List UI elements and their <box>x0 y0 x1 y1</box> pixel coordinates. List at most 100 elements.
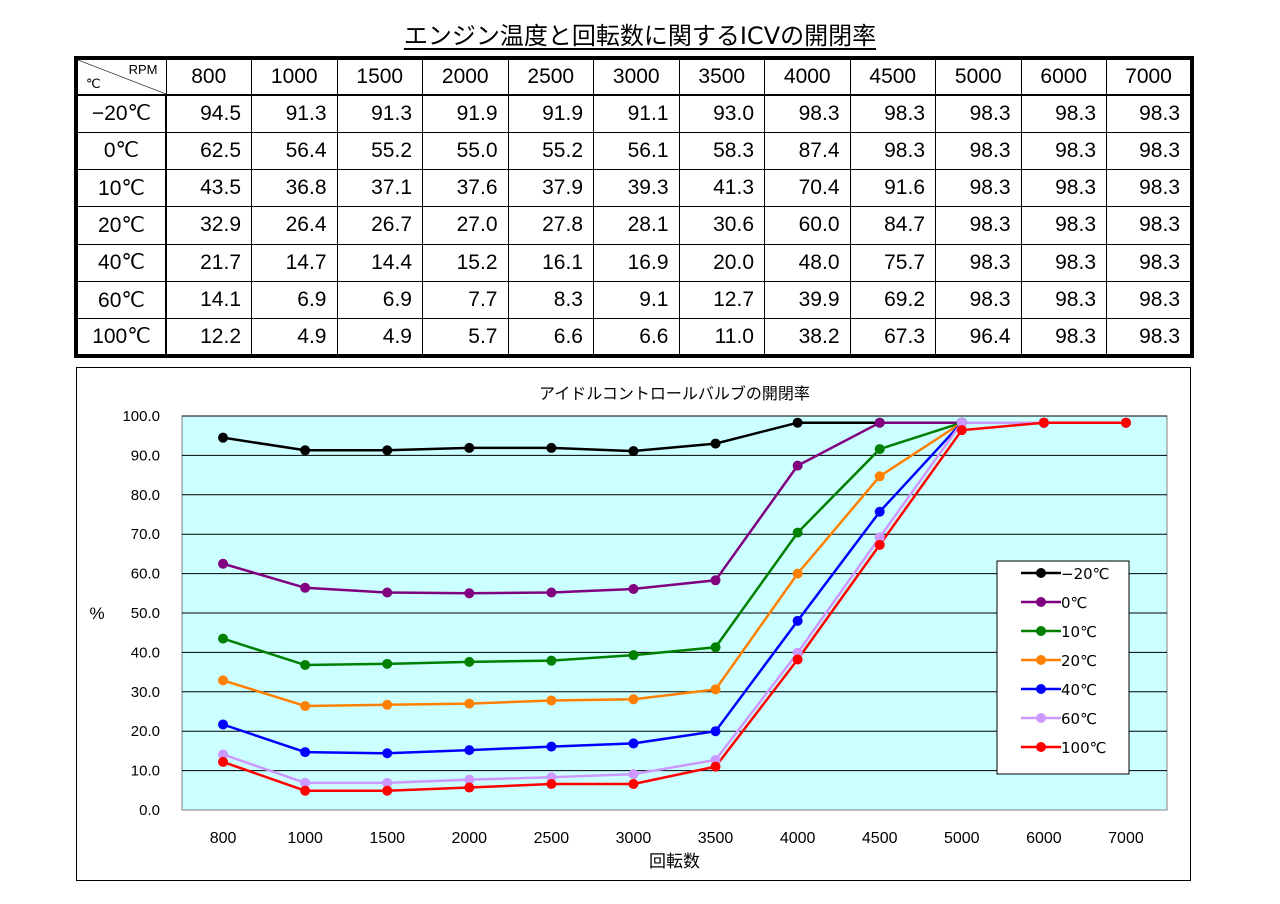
data-point <box>710 761 721 772</box>
data-point <box>628 694 639 705</box>
table-cell: 55.0 <box>422 131 509 171</box>
data-point <box>300 660 311 671</box>
data-point <box>300 777 311 788</box>
column-header: 6000 <box>1020 57 1107 96</box>
table-cell: 98.3 <box>1106 243 1193 282</box>
x-tick-label: 4000 <box>780 830 816 847</box>
data-point <box>218 756 229 767</box>
x-axis-label: 回転数 <box>649 852 700 872</box>
legend-marker <box>1036 597 1046 607</box>
table-cell: 60.0 <box>764 206 851 245</box>
column-header: 4500 <box>849 57 936 96</box>
table-cell: 55.2 <box>507 131 594 171</box>
data-point <box>792 460 803 471</box>
table-cell: 98.3 <box>1020 206 1107 245</box>
table-cell: 14.4 <box>336 243 423 282</box>
table-cell: 48.0 <box>764 243 851 282</box>
table-cell: 26.7 <box>336 206 423 245</box>
table-cell: 30.6 <box>678 206 765 245</box>
table-cell: 91.3 <box>251 94 338 133</box>
data-point <box>464 442 475 453</box>
data-point <box>956 425 967 436</box>
table-cell: 37.9 <box>507 169 594 208</box>
table-cell: 36.8 <box>251 169 338 208</box>
data-table: RPM ℃ 800 1000 1500 2000 2500 3000 3500 4000 450… <box>74 56 1194 358</box>
table-cell: 98.3 <box>935 169 1022 208</box>
table-cell: 98.3 <box>935 206 1022 245</box>
table-cell: 14.7 <box>251 243 338 282</box>
table-cell: 41.3 <box>678 169 765 208</box>
table-cell: 98.3 <box>1020 169 1107 208</box>
data-point <box>546 741 557 752</box>
data-point <box>464 774 475 785</box>
data-point <box>710 726 721 737</box>
x-tick-label: 2500 <box>534 830 570 847</box>
table-cell: 96.4 <box>935 318 1022 357</box>
table-cell: 14.1 <box>165 280 252 320</box>
table-cell: 43.5 <box>165 169 252 208</box>
data-point <box>1038 417 1049 428</box>
table-cell: 12.7 <box>678 280 765 320</box>
table-cell: 6.9 <box>251 280 338 320</box>
table-row: 60℃ 14.1 6.9 6.9 7.7 8.3 9.1 12.7 39.9 69.2 98.3 98… <box>75 280 1193 320</box>
table-cell: 26.4 <box>251 206 338 245</box>
legend-label: 10℃ <box>1061 623 1097 641</box>
corner-degree-label: ℃ <box>86 76 101 91</box>
table-cell: 11.0 <box>678 318 765 357</box>
row-header: 0℃ <box>75 131 167 171</box>
table-cell: 91.9 <box>507 94 594 133</box>
data-point <box>382 777 393 788</box>
table-cell: 9.1 <box>593 280 680 320</box>
data-point <box>218 558 229 569</box>
x-tick-label: 3500 <box>698 830 734 847</box>
y-tick-label: 70.0 <box>131 526 160 543</box>
column-header: 1000 <box>251 57 338 96</box>
legend-marker <box>1036 568 1046 578</box>
table-row: 20℃ 32.9 26.4 26.7 27.0 27.8 28.1 30.6 60.0 84.7 9… <box>75 206 1193 245</box>
table-cell: 4.9 <box>251 318 338 357</box>
row-header: 20℃ <box>75 206 167 245</box>
table-row: 10℃ 43.5 36.8 37.1 37.6 37.9 39.3 41.3 70.4 91.6 9… <box>75 169 1193 208</box>
x-tick-label: 3000 <box>616 830 652 847</box>
column-header: 1500 <box>336 57 423 96</box>
y-tick-label: 10.0 <box>131 763 160 780</box>
table-cell: 93.0 <box>678 94 765 133</box>
series-line <box>222 421 1126 792</box>
table-cell: 98.3 <box>935 131 1022 171</box>
column-header: 7000 <box>1106 57 1193 96</box>
column-header: 4000 <box>764 57 851 96</box>
table-cell: 6.6 <box>507 318 594 357</box>
data-point <box>382 658 393 669</box>
y-tick-label: 100.0 <box>122 408 160 425</box>
x-tick-label: 1500 <box>369 830 405 847</box>
data-point <box>874 444 885 455</box>
data-point <box>382 587 393 598</box>
table-cell: 62.5 <box>165 131 252 171</box>
table-corner-cell: RPM ℃ <box>75 57 167 96</box>
legend-label: 100℃ <box>1061 739 1106 757</box>
data-point <box>792 568 803 579</box>
data-point <box>628 446 639 457</box>
legend-label: −20℃ <box>1061 565 1110 583</box>
data-point <box>628 769 639 780</box>
table-cell: 32.9 <box>165 206 252 245</box>
table-row: 0℃ 62.5 56.4 55.2 55.0 55.2 56.1 58.3 87.4 98.3 98… <box>75 131 1193 171</box>
x-tick-label: 4500 <box>862 830 898 847</box>
table-cell: 98.3 <box>935 280 1022 320</box>
table-cell: 39.9 <box>764 280 851 320</box>
corner-rpm-label: RPM <box>128 62 158 77</box>
data-point <box>546 655 557 666</box>
table-cell: 16.1 <box>507 243 594 282</box>
data-point <box>382 785 393 796</box>
row-header: 60℃ <box>75 280 167 320</box>
data-point <box>546 587 557 598</box>
column-header: 2500 <box>507 57 594 96</box>
table-cell: 98.3 <box>1106 206 1193 245</box>
y-tick-label: 30.0 <box>131 684 160 701</box>
table-cell: 91.3 <box>336 94 423 133</box>
legend-label: 40℃ <box>1061 681 1097 699</box>
data-point <box>464 656 475 667</box>
data-point <box>628 738 639 749</box>
table-cell: 94.5 <box>165 94 252 133</box>
y-tick-label: 50.0 <box>131 605 160 622</box>
